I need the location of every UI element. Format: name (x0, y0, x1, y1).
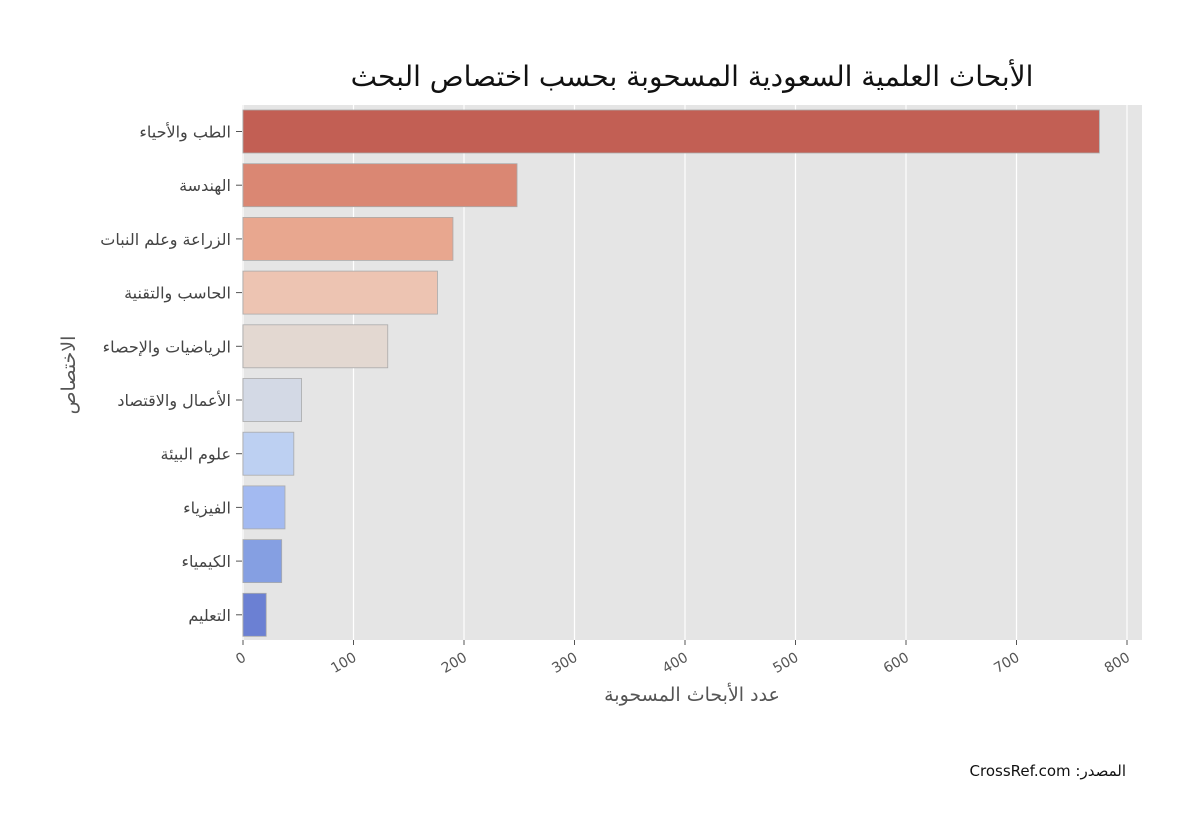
source-note: المصدر: CrossRef.com (969, 762, 1126, 780)
x-tick-label: 400 (660, 650, 691, 677)
category-label: علوم البيئة (161, 445, 231, 465)
x-tick-label: 800 (1102, 650, 1133, 677)
bar (242, 163, 518, 208)
category-label: الأعمال والاقتصاد (117, 390, 231, 411)
bar (242, 431, 295, 476)
bar (242, 216, 454, 261)
category-label: الهندسة (179, 176, 231, 196)
bar (242, 592, 267, 637)
x-tick-label: 200 (439, 650, 470, 677)
bar (242, 539, 283, 583)
category-label: الرياضيات والإحصاء (103, 337, 231, 357)
x-axis-label: عدد الأبحاث المسحوبة (604, 683, 780, 706)
bar (242, 485, 286, 530)
category-label: الكيمياء (182, 552, 231, 571)
bars (242, 109, 1100, 637)
category-label: الحاسب والتقنية (124, 284, 231, 304)
bar (242, 270, 438, 315)
x-tick-label: 500 (770, 650, 801, 677)
category-labels: الطب والأحياء الهندسة الزراعة وعلم النبات ا… (100, 122, 242, 625)
category-label: الطب والأحياء (139, 122, 231, 143)
chart-title: الأبحاث العلمية السعودية المسحوبة بحسب ا… (351, 58, 1034, 93)
y-axis-label: الاختصاص (58, 336, 80, 415)
bar (242, 324, 389, 369)
x-tick-label: 300 (549, 650, 580, 677)
x-ticks: 0 100 200 300 400 500 600 700 800 (233, 640, 1133, 677)
category-label: الفيزياء (183, 498, 231, 518)
category-label: الزراعة وعلم النبات (100, 230, 231, 250)
bar (242, 109, 1100, 154)
category-label: التعليم (188, 606, 231, 625)
x-tick-label: 700 (991, 650, 1022, 677)
bar (242, 378, 302, 422)
x-tick-label: 100 (328, 650, 359, 677)
x-tick-label: 0 (233, 650, 249, 668)
x-tick-label: 600 (881, 650, 912, 677)
